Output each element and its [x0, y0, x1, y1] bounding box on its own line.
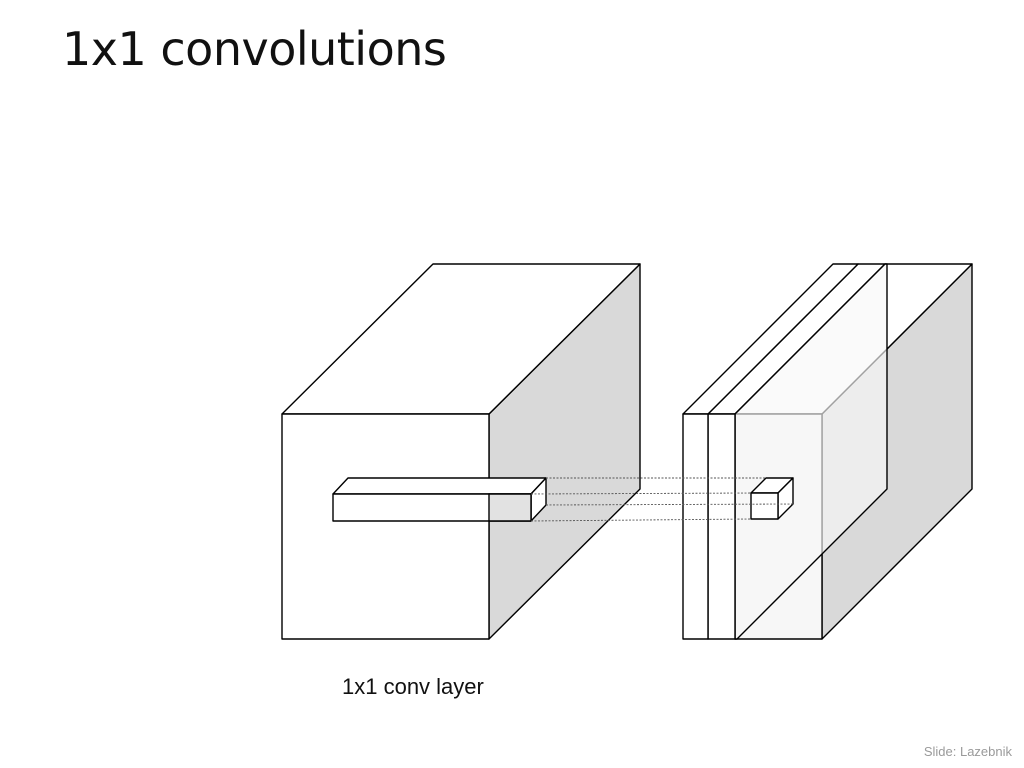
- projection-line-bottom-back: [545, 503, 794, 506]
- output-pixel-front-face: [750, 492, 779, 520]
- input-fiber: [332, 477, 547, 522]
- slide-title: 1x1 convolutions: [62, 22, 447, 76]
- input-fiber-top-face: [332, 477, 547, 495]
- output-volume: [682, 263, 973, 640]
- projection-line-top-front: [530, 492, 752, 495]
- input-fiber-shaded-segment: [488, 493, 532, 522]
- projection-lines: [530, 477, 794, 522]
- output-pixel: [750, 477, 794, 520]
- output-slab-front-front: [682, 413, 709, 640]
- projection-line-bottom-front: [530, 518, 752, 522]
- diagram-caption: 1x1 conv layer: [342, 674, 484, 699]
- output-slab-middle-front: [707, 413, 736, 640]
- input-volume-front-face: [281, 413, 490, 640]
- slide-credit: Slide: Lazebnik: [923, 744, 1012, 759]
- input-volume: [281, 263, 641, 640]
